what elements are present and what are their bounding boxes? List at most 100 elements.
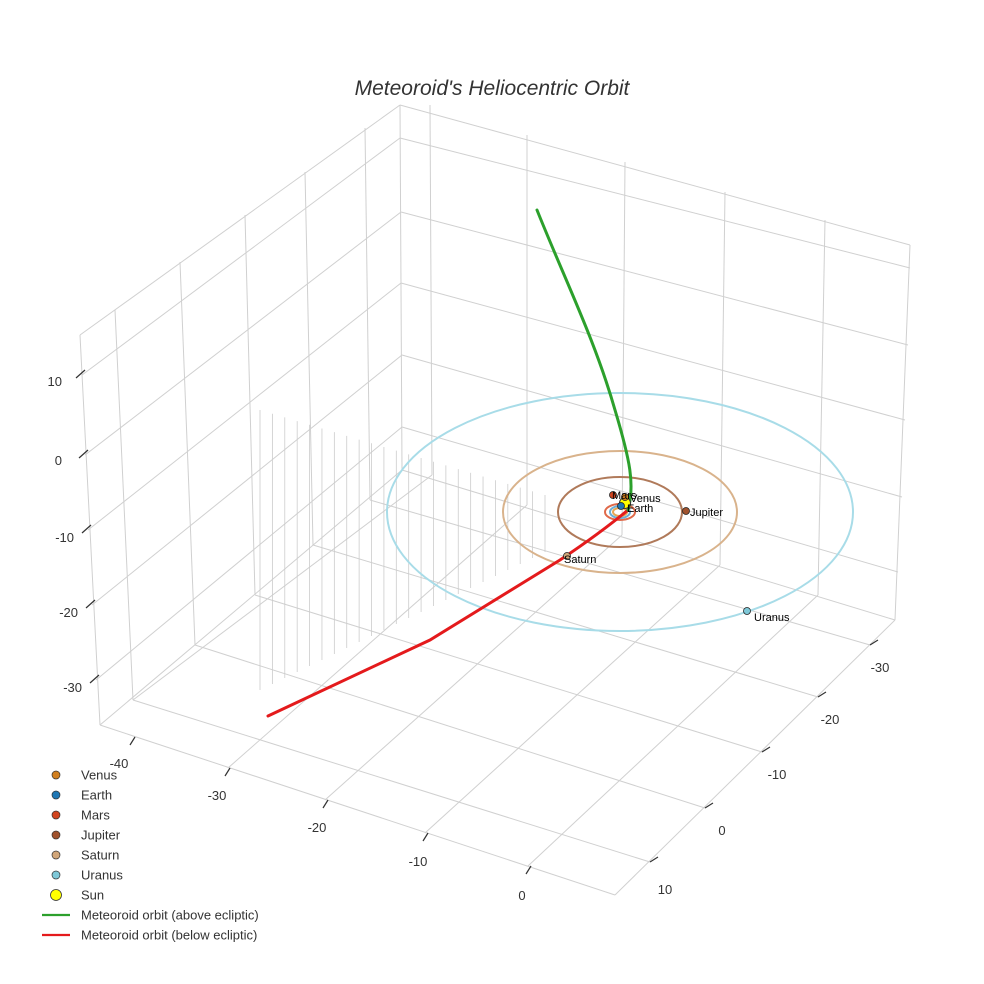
x-tick-mark [224,767,231,777]
z-tick-mark [81,524,92,534]
grid-line [227,504,528,769]
z-tick-label: 0 [55,453,62,468]
chart-title: Meteoroid's Heliocentric Orbit [355,77,631,100]
planet-jupiter [682,507,690,515]
x-tick-label: -10 [409,854,428,869]
x-tick-label: 0 [518,888,525,903]
y-tick-label: -30 [871,660,890,675]
y-tick-label: -20 [821,712,840,727]
planet-label-venus: Venus [630,493,661,505]
x-tick-mark [322,799,329,809]
legend-swatch [51,830,61,840]
grid-line [719,191,726,566]
grid-line [114,309,134,701]
grid-line [179,261,196,646]
axis-ticks [75,369,879,875]
legend-label: Meteoroid orbit (below ecliptic) [81,928,257,943]
x-tick-mark [525,865,532,875]
orbit-saturn [502,450,738,574]
grid-line [527,594,819,867]
planet-label-jupiter: Jupiter [690,507,723,519]
grid-line [401,426,899,573]
y-tick-label: -10 [768,767,787,782]
grid-line [424,564,721,834]
y-tick-mark [704,802,714,809]
legend-swatch [51,850,61,860]
grid-line [132,474,433,701]
planet-label-mars: Mars [612,490,637,502]
grid-line [614,619,896,896]
legend-swatch [51,810,61,820]
y-tick-label: 10 [658,882,672,897]
grid-line [81,137,401,376]
planet-venus [621,493,629,501]
grid-line [621,161,626,536]
y-tick-label: 0 [718,823,725,838]
grid-line [99,469,403,726]
grid-line [324,534,623,801]
planet-uranus [743,607,751,615]
legend-swatch [51,770,61,780]
grid-line [400,282,906,421]
legend-label: Mars [81,808,110,823]
drop-lines [259,410,546,690]
legend-swatch [51,790,61,800]
grid-line [400,211,909,346]
grid-line [79,334,101,726]
z-tick-mark [89,674,100,684]
planet-mars [609,491,617,499]
z-tick-label: -10 [55,530,74,545]
planet-orbits [386,392,854,632]
legend-swatch [50,889,62,901]
z-tick-label: -30 [63,680,82,695]
grid-line [364,127,371,501]
grid-line [132,699,651,863]
grid-line [194,644,706,809]
legend-label: Saturn [81,848,119,863]
x-tick-label: -40 [110,756,129,771]
orbit-jupiter [557,476,683,548]
grid-line [399,104,403,471]
grid-line [401,354,903,498]
planet-earth [617,502,625,510]
z-tick-label: -20 [59,605,78,620]
legend-swatch [51,870,61,880]
axis-grid [79,104,911,896]
grid-line [399,137,911,269]
x-tick-mark [129,736,136,746]
grid-line [95,426,403,681]
legend-label: Jupiter [81,828,121,843]
x-tick-label: -30 [208,788,227,803]
y-tick-mark [649,856,659,863]
legend-label: Venus [81,768,118,783]
grid-line [817,219,826,596]
grid-line [304,171,314,546]
y-tick-mark [817,691,827,698]
meteoroid-orbit-above [535,208,633,512]
planet-label-saturn: Saturn [564,554,596,566]
z-tick-label: 10 [48,374,62,389]
orbit-uranus [386,392,854,632]
grid-line [401,469,896,621]
z-tick-mark [85,599,96,609]
y-tick-mark [761,746,771,753]
grid-line [79,104,401,336]
x-tick-label: -20 [308,820,327,835]
grid-line [429,104,433,476]
legend-label: Uranus [81,868,123,883]
tick-labels: 10 0 -10 -20 -30 -40 -30 -20 -10 0 -30 -… [48,374,890,903]
grid-line [91,354,403,606]
grid-line [399,104,911,246]
z-tick-mark [75,369,86,379]
legend-label: Meteoroid orbit (above ecliptic) [81,908,259,923]
planet-label-uranus: Uranus [754,612,790,624]
legend-label: Sun [81,888,104,903]
y-tick-mark [869,639,879,646]
grid-line [244,214,256,596]
grid-line [99,724,616,896]
planet-label-earth: Earth [627,503,653,515]
grid-line [87,282,402,531]
